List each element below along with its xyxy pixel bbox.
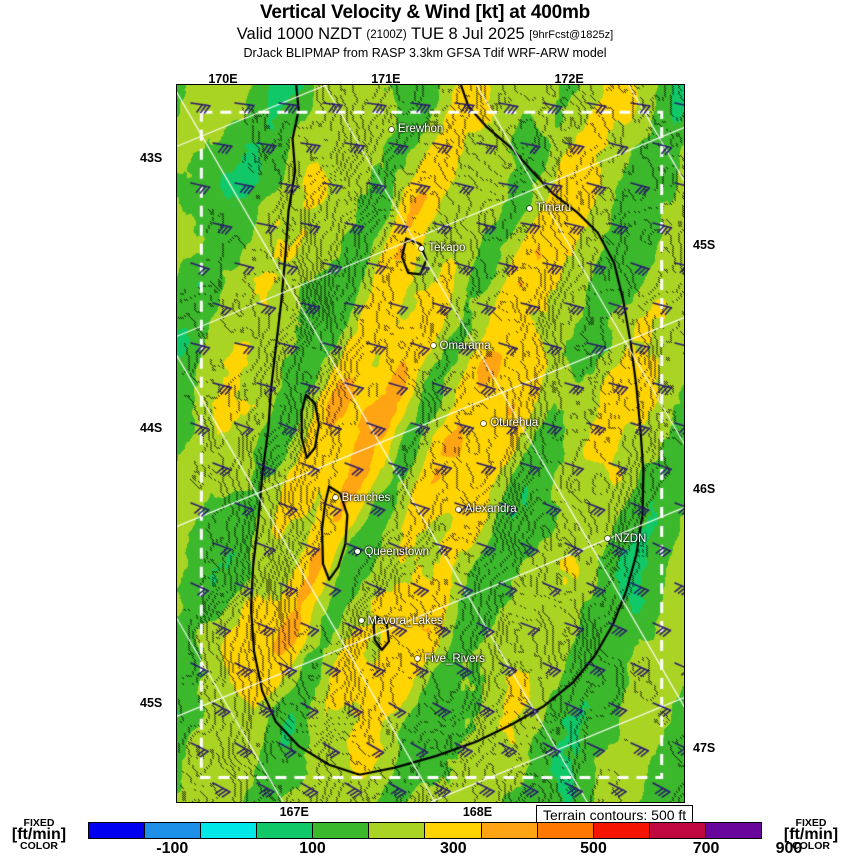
valid-date: TUE 8 Jul 2025 bbox=[410, 25, 525, 43]
colorbar-band-1 bbox=[144, 823, 201, 838]
colorbar-label-left-color: COLOR bbox=[20, 839, 58, 852]
city-dot-icon bbox=[332, 495, 338, 501]
colorbar-band-10 bbox=[648, 823, 705, 838]
valid-time-zulu: (2100Z) bbox=[366, 29, 407, 41]
city-marker[interactable]: Erewhon bbox=[388, 123, 444, 136]
city-dot-icon bbox=[481, 420, 487, 426]
colorbar-label-right-color: COLOR bbox=[792, 839, 830, 852]
lon-label-bottom-167E: 167E bbox=[279, 805, 309, 819]
city-marker[interactable]: Branches bbox=[332, 491, 391, 504]
colorbar-label-right: FIXED [ft/min] COLOR bbox=[778, 818, 844, 851]
colorbar-tick-300: 300 bbox=[439, 840, 467, 857]
colorbar-band-6 bbox=[424, 823, 481, 838]
lon-label-bottom-168E: 168E bbox=[462, 805, 493, 819]
colorbar-tick-100: 100 bbox=[299, 840, 326, 857]
colorbar-tick-900: 900 bbox=[775, 840, 803, 857]
city-label: Omarama bbox=[439, 339, 491, 352]
colorbar-tick-500: 500 bbox=[580, 840, 607, 857]
city-dot-icon bbox=[419, 245, 425, 251]
city-dot-icon bbox=[455, 506, 461, 512]
city-marker[interactable]: Alexandra bbox=[455, 503, 517, 516]
colorbar-band-8 bbox=[536, 823, 593, 838]
colorbar-tick-labels: -100 100 300 500 700 900 bbox=[88, 840, 802, 860]
city-label: Five_Rivers bbox=[424, 652, 485, 665]
city-dot-icon bbox=[526, 205, 532, 211]
page-title: Vertical Velocity & Wind [kt] at 400mb bbox=[259, 2, 591, 23]
city-marker[interactable]: Oturehua bbox=[481, 417, 538, 429]
valid-time-line: Valid 1000 NZDT (2100Z) TUE 8 Jul 2025 [… bbox=[0, 24, 850, 45]
model-source-line: DrJack BLIPMAP from RASP 3.3km GFSA Tdif… bbox=[243, 46, 607, 60]
colorbar-band-2 bbox=[200, 823, 257, 838]
lat-label-right-46S: 46S bbox=[693, 482, 716, 497]
city-marker[interactable]: Five_Rivers bbox=[415, 653, 485, 665]
lat-label-right-45S: 45S bbox=[693, 237, 716, 252]
city-marker[interactable]: Mavora_Lakes bbox=[358, 614, 443, 627]
city-label: NZDN bbox=[614, 532, 647, 545]
city-dot-icon bbox=[388, 126, 394, 132]
lon-label-top-170E: 170E bbox=[208, 72, 238, 86]
colorbar-band-11 bbox=[704, 823, 761, 838]
city-marker[interactable]: Queenstown bbox=[355, 546, 429, 558]
city-marker-layer: Erewhon Timaru Tekapo Omarama Oturehua Branch… bbox=[177, 85, 684, 802]
colorbar-band-9 bbox=[592, 823, 649, 838]
colorbar-tick-700: 700 bbox=[692, 840, 720, 857]
city-label: Oturehua bbox=[490, 417, 539, 430]
city-dot-icon bbox=[415, 656, 421, 662]
city-dot-icon bbox=[605, 536, 611, 542]
lat-label-left-45S: 45S bbox=[140, 695, 163, 710]
colorbar-label-right-fixed: FIXED bbox=[795, 817, 827, 829]
colorbar-tick--100: -100 bbox=[156, 840, 189, 857]
colorbar-label-right-units: [ft/min] bbox=[783, 825, 839, 843]
city-marker[interactable]: NZDN bbox=[605, 533, 646, 545]
colorbar-label-left: FIXED [ft/min] COLOR bbox=[6, 818, 72, 851]
lon-label-top-171E: 171E bbox=[371, 72, 401, 86]
forecast-map[interactable]: Erewhon Timaru Tekapo Omarama Oturehua Branch… bbox=[176, 84, 685, 803]
city-label: Branches bbox=[341, 491, 391, 504]
city-label: Mavora_Lakes bbox=[367, 614, 443, 627]
colorbar[interactable] bbox=[88, 822, 762, 839]
lat-label-left-44S: 44S bbox=[140, 421, 163, 436]
city-label: Tekapo bbox=[428, 242, 466, 255]
map-raster-layer bbox=[177, 85, 684, 802]
terrain-contour-legend: Terrain contours: 500 ft bbox=[536, 805, 694, 826]
city-label: Timaru bbox=[535, 202, 572, 215]
colorbar-band-3 bbox=[256, 823, 313, 838]
chart-header: Vertical Velocity & Wind [kt] at 400mb V… bbox=[0, 0, 850, 61]
colorbar-label-left-fixed: FIXED bbox=[23, 817, 55, 829]
lat-label-left-43S: 43S bbox=[140, 151, 163, 166]
forecast-tag: [9hrFcst@1825z] bbox=[529, 29, 614, 41]
city-label: Erewhon bbox=[397, 123, 444, 136]
city-marker[interactable]: Omarama bbox=[430, 339, 491, 352]
city-marker[interactable]: Tekapo bbox=[419, 242, 465, 254]
city-dot-icon bbox=[355, 549, 361, 555]
lon-label-top-172E: 172E bbox=[554, 72, 584, 86]
colorbar-label-left-units: [ft/min] bbox=[11, 825, 67, 843]
city-marker[interactable]: Timaru bbox=[526, 202, 572, 215]
city-dot-icon bbox=[430, 343, 436, 349]
lat-label-right-47S: 47S bbox=[693, 741, 716, 756]
city-label: Queenstown bbox=[364, 545, 430, 558]
valid-time-prefix: Valid 1000 NZDT bbox=[236, 25, 362, 43]
colorbar-band-5 bbox=[368, 823, 425, 838]
colorbar-band-0 bbox=[89, 823, 145, 838]
city-dot-icon bbox=[358, 618, 364, 624]
colorbar-band-4 bbox=[312, 823, 369, 838]
colorbar-band-7 bbox=[480, 823, 537, 838]
city-label: Alexandra bbox=[464, 503, 517, 516]
